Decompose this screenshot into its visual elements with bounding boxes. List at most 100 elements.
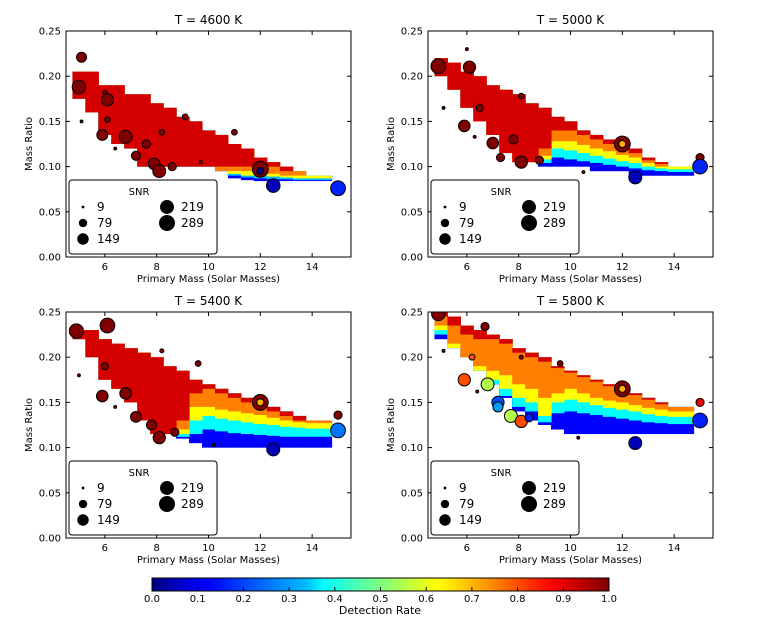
x-tick-label: 8 <box>515 543 521 554</box>
contour-band <box>602 139 617 152</box>
y-tick-label: 0.10 <box>401 443 423 454</box>
panel-1: 6 8 10 12 14 0.00 0.05 0.10 0.15 0.20 0.25 T = 4600… <box>24 13 352 285</box>
contour-band <box>512 348 526 385</box>
contour-max <box>525 103 539 163</box>
legend-box <box>430 179 580 255</box>
y-tick-label: 0.20 <box>39 72 61 83</box>
data-point <box>256 167 265 176</box>
contour-max <box>576 130 591 135</box>
data-point <box>457 119 471 133</box>
contour-max <box>176 370 190 421</box>
panel-title: T = 5800 K <box>536 294 605 308</box>
data-point <box>486 136 500 150</box>
y-tick-label: 0.05 <box>401 488 423 499</box>
contour-band <box>279 411 294 421</box>
contour-band <box>641 397 656 408</box>
colorbar: 0.0 0.1 0.2 0.3 0.4 0.5 0.6 0.7 0.8 0.9 1.0 Detect… <box>144 577 617 617</box>
x-tick-label: 10 <box>564 262 577 273</box>
x-tick-label: 6 <box>102 543 108 554</box>
legend-label: 9 <box>459 481 467 495</box>
contour-max <box>98 339 112 380</box>
contour-max <box>85 71 99 113</box>
legend-label: 79 <box>459 497 474 511</box>
contour-max <box>512 94 526 163</box>
data-point <box>508 134 519 145</box>
y-tick-label: 0.10 <box>39 443 61 454</box>
contour-band <box>680 406 695 417</box>
data-point <box>514 155 528 169</box>
contour-max <box>589 134 604 140</box>
legend-label: 289 <box>543 216 566 230</box>
data-point <box>256 398 265 407</box>
contour-max <box>85 330 99 358</box>
legend-box <box>68 179 218 255</box>
contour-band <box>680 166 695 170</box>
colorbar-tick-label: 0.8 <box>510 594 526 605</box>
panel-4: 6 8 10 12 14 0.00 0.05 0.10 0.15 0.20 0.25 T = 5800… <box>386 294 714 566</box>
data-point <box>100 93 115 107</box>
legend-label: 149 <box>97 232 120 246</box>
legend-marker <box>77 514 89 526</box>
contour-max <box>447 62 461 90</box>
contour-max <box>641 397 656 400</box>
data-point <box>556 360 564 367</box>
data-point <box>158 128 166 136</box>
colorbar-tick-label: 1.0 <box>601 594 617 605</box>
data-point <box>170 427 180 437</box>
data-point <box>152 164 167 179</box>
legend-label: 219 <box>181 200 204 214</box>
y-axis-label: Mass Ratio <box>386 398 397 452</box>
legend-label: 219 <box>543 481 566 495</box>
legend-label: 9 <box>97 481 105 495</box>
contour-max <box>240 148 255 167</box>
contour-max <box>564 370 578 373</box>
y-tick-label: 0.00 <box>401 534 423 545</box>
colorbar-tick-label: 0.4 <box>327 594 343 605</box>
legend-title: SNR <box>491 187 512 198</box>
data-point <box>581 170 586 174</box>
legend-label: 149 <box>459 513 482 527</box>
contour-max <box>214 134 229 167</box>
contour-band <box>602 384 617 401</box>
data-point <box>231 128 238 136</box>
contour-max <box>460 325 474 335</box>
data-point <box>431 312 446 322</box>
contour-band <box>654 402 669 410</box>
x-tick-label: 6 <box>464 262 470 273</box>
data-point <box>99 317 116 334</box>
x-tick-label: 8 <box>515 262 521 273</box>
x-tick-label: 6 <box>464 543 470 554</box>
legend-marker <box>440 499 450 509</box>
contour-max <box>279 166 294 172</box>
contour-max <box>150 357 164 435</box>
snr-legend: SNR 9 79 149 219 289 <box>68 179 218 255</box>
contour-max <box>240 397 255 403</box>
data-point <box>68 323 84 339</box>
x-tick-label: 10 <box>202 262 215 273</box>
contour-max <box>137 94 151 167</box>
data-point <box>524 413 534 423</box>
contour-band <box>305 420 320 424</box>
contour-band <box>538 357 552 398</box>
contour-max <box>486 334 500 340</box>
y-tick-label: 0.15 <box>39 117 61 128</box>
legend-marker <box>522 481 536 495</box>
snr-legend: SNR 9 79 149 219 289 <box>430 460 580 536</box>
snr-legend: SNR 9 79 149 219 289 <box>68 460 218 536</box>
legend-marker <box>160 481 174 495</box>
data-point <box>430 58 447 75</box>
data-point <box>333 410 343 420</box>
data-point <box>77 373 81 378</box>
data-point <box>119 387 132 400</box>
y-tick-label: 0.15 <box>39 398 61 409</box>
legend-marker <box>439 233 451 245</box>
x-tick-label: 14 <box>668 262 681 273</box>
x-axis-label: Primary Mass (Solar Masses) <box>137 274 280 285</box>
data-point <box>518 354 524 360</box>
colorbar-tick-label: 0.0 <box>144 594 160 605</box>
legend-label: 9 <box>459 200 467 214</box>
data-point <box>96 129 109 141</box>
data-point <box>130 410 142 423</box>
contour-max <box>473 330 487 340</box>
plot-area <box>431 312 708 451</box>
